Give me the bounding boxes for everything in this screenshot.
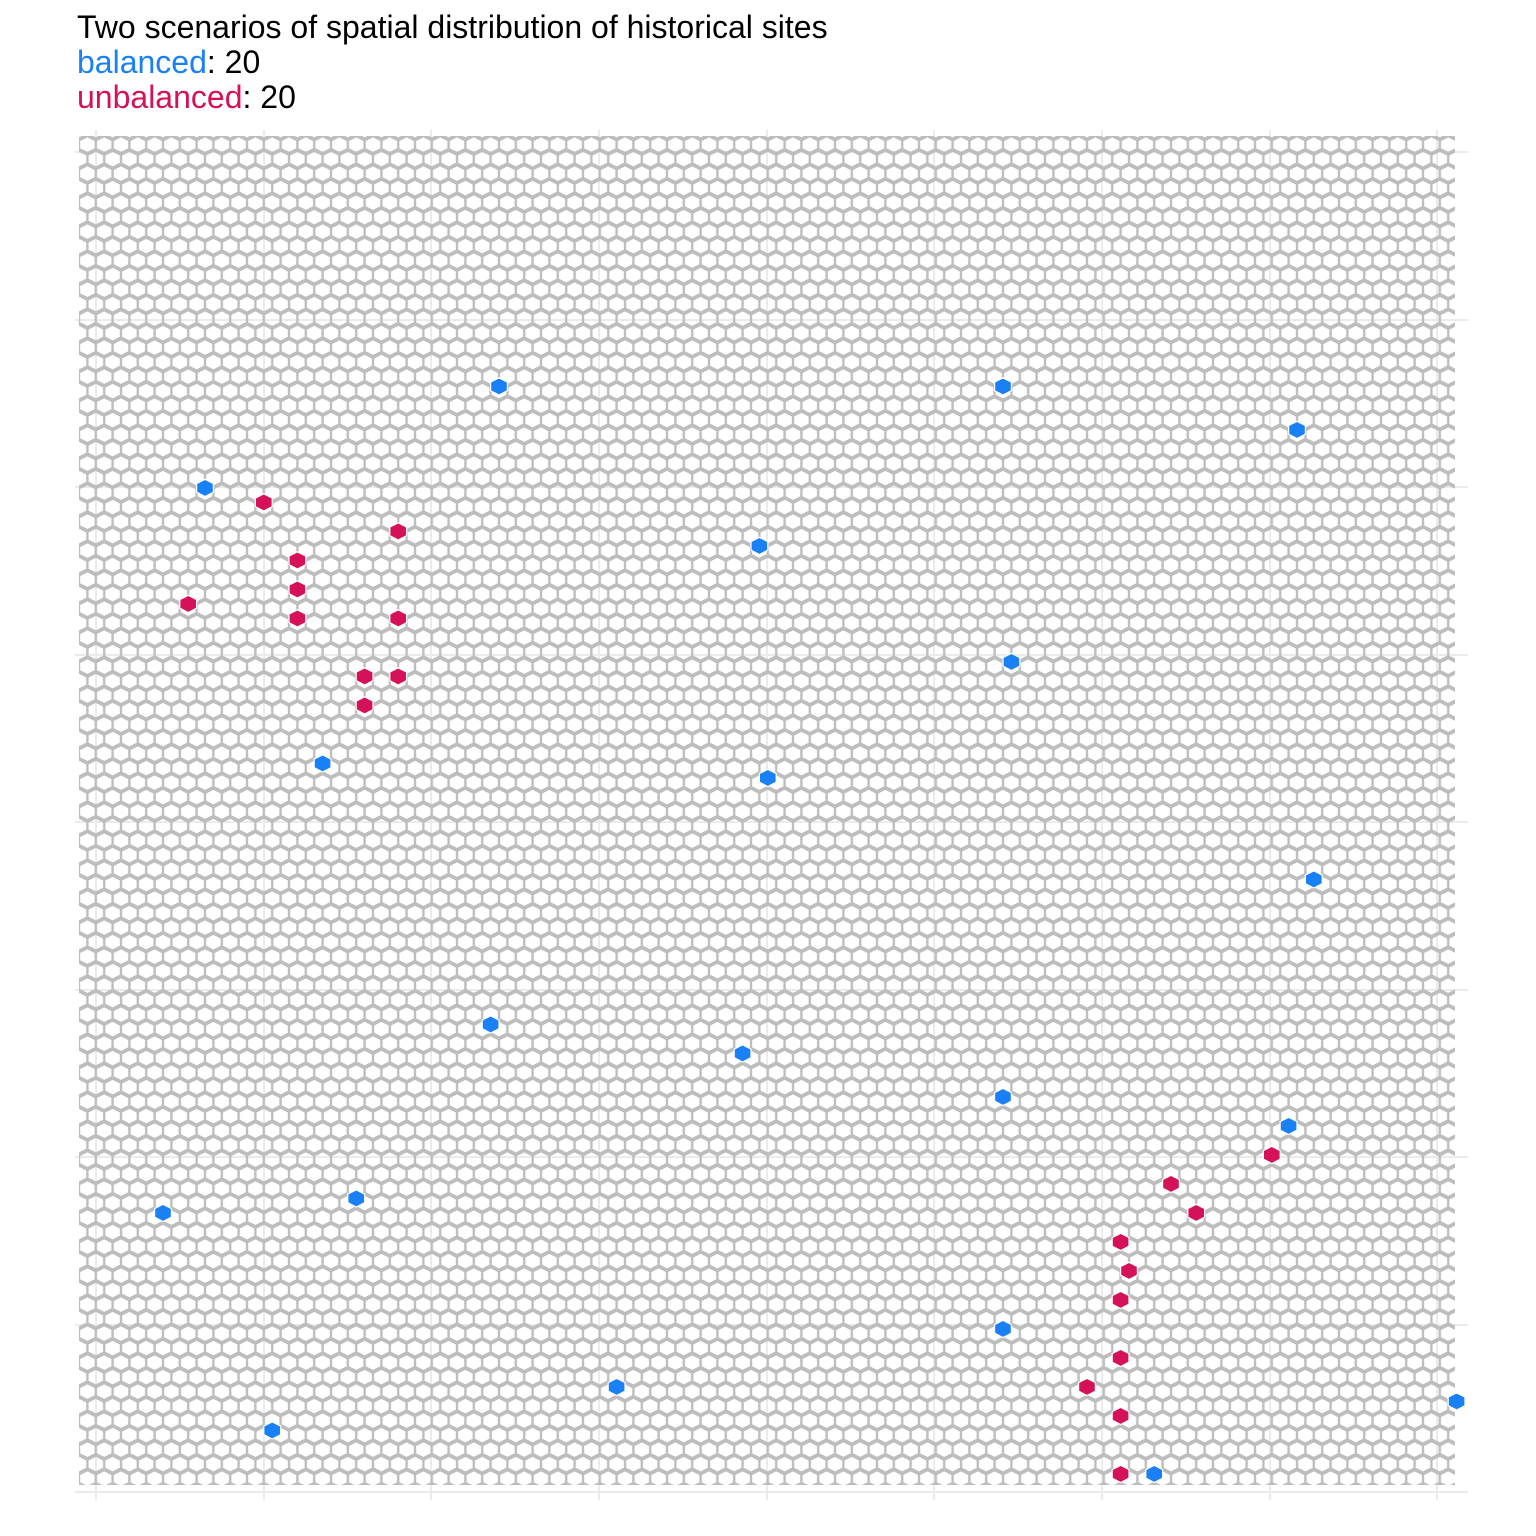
site-point-balanced xyxy=(263,1421,282,1440)
site-point-balanced xyxy=(313,754,332,773)
site-point-balanced xyxy=(490,377,508,396)
legend-separator: : xyxy=(206,44,225,80)
site-point-balanced xyxy=(994,1087,1012,1107)
site-point-balanced xyxy=(994,377,1012,396)
site-point-balanced xyxy=(1002,652,1021,672)
site-point-unbalanced xyxy=(1111,1348,1130,1368)
legend-label-unbalanced: unbalanced xyxy=(77,79,243,115)
site-point-balanced xyxy=(994,1319,1012,1339)
site-point-unbalanced xyxy=(389,609,408,628)
hex-grid xyxy=(79,136,1455,1485)
site-point-unbalanced xyxy=(254,493,273,512)
site-point-balanced xyxy=(1288,420,1306,440)
site-point-balanced xyxy=(758,768,777,788)
site-point-unbalanced xyxy=(1078,1377,1096,1397)
site-point-unbalanced xyxy=(389,522,408,541)
site-point-unbalanced xyxy=(288,580,307,599)
legend-count-balanced: 20 xyxy=(224,44,261,80)
site-point-balanced xyxy=(607,1377,626,1397)
site-point-balanced xyxy=(1304,870,1323,889)
site-point-balanced xyxy=(1145,1464,1164,1484)
legend-entry-unbalanced: unbalanced: 20 xyxy=(77,80,828,115)
site-point-unbalanced xyxy=(1162,1174,1180,1194)
legend-count-unbalanced: 20 xyxy=(260,79,296,115)
chart-title: Two scenarios of spatial distribution of… xyxy=(77,9,828,45)
site-point-balanced xyxy=(733,1044,752,1063)
site-point-unbalanced xyxy=(1111,1290,1130,1310)
site-point-unbalanced xyxy=(1111,1406,1130,1426)
site-point-balanced xyxy=(154,1203,172,1223)
site-point-unbalanced xyxy=(1262,1145,1281,1165)
site-point-unbalanced xyxy=(179,594,198,614)
legend-entry-balanced: balanced: 20 xyxy=(77,45,828,80)
site-points xyxy=(154,377,1466,1484)
site-point-balanced xyxy=(750,536,769,556)
site-point-unbalanced xyxy=(288,551,307,570)
site-point-balanced xyxy=(196,478,214,498)
site-point-unbalanced xyxy=(1111,1464,1130,1484)
site-point-balanced xyxy=(1447,1392,1466,1411)
site-point-balanced xyxy=(1279,1116,1298,1136)
site-point-unbalanced xyxy=(355,667,374,686)
site-point-unbalanced xyxy=(288,609,307,628)
site-point-unbalanced xyxy=(1120,1261,1138,1281)
site-point-unbalanced xyxy=(355,696,374,715)
site-point-balanced xyxy=(347,1189,366,1208)
site-point-unbalanced xyxy=(389,667,408,686)
site-point-unbalanced xyxy=(1111,1232,1130,1252)
legend-label-balanced: balanced xyxy=(77,44,207,80)
chart-title-block: Two scenarios of spatial distribution of… xyxy=(77,10,828,115)
legend-separator: : xyxy=(242,79,261,115)
site-point-unbalanced xyxy=(1187,1203,1206,1223)
site-point-balanced xyxy=(481,1015,500,1034)
